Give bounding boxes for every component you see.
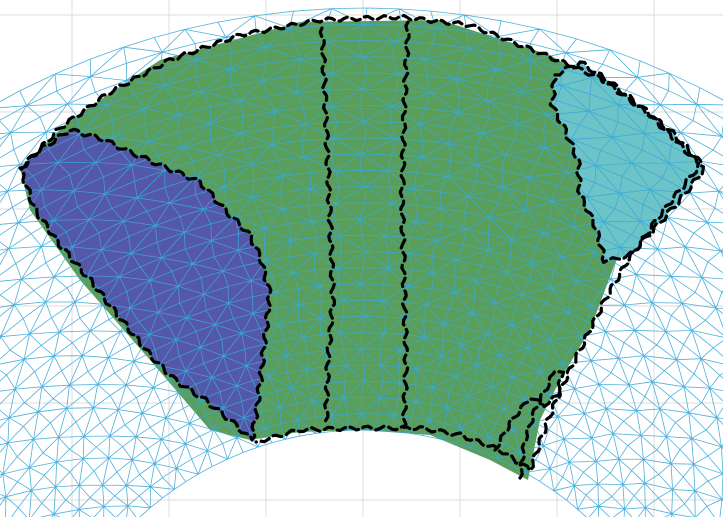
region-blue (20, 130, 270, 440)
boundary-cyan-region (548, 60, 705, 264)
boundary-vertical-right (398, 20, 411, 430)
boundary-blue-region (18, 127, 273, 442)
boundary-vertical-left (318, 26, 336, 427)
boundary-small-bottom-right (493, 370, 566, 480)
mesh-edges (0, 7, 723, 517)
partition-boundaries (18, 13, 705, 480)
boundary-outer (20, 13, 700, 473)
triangular-mesh (0, 7, 723, 517)
